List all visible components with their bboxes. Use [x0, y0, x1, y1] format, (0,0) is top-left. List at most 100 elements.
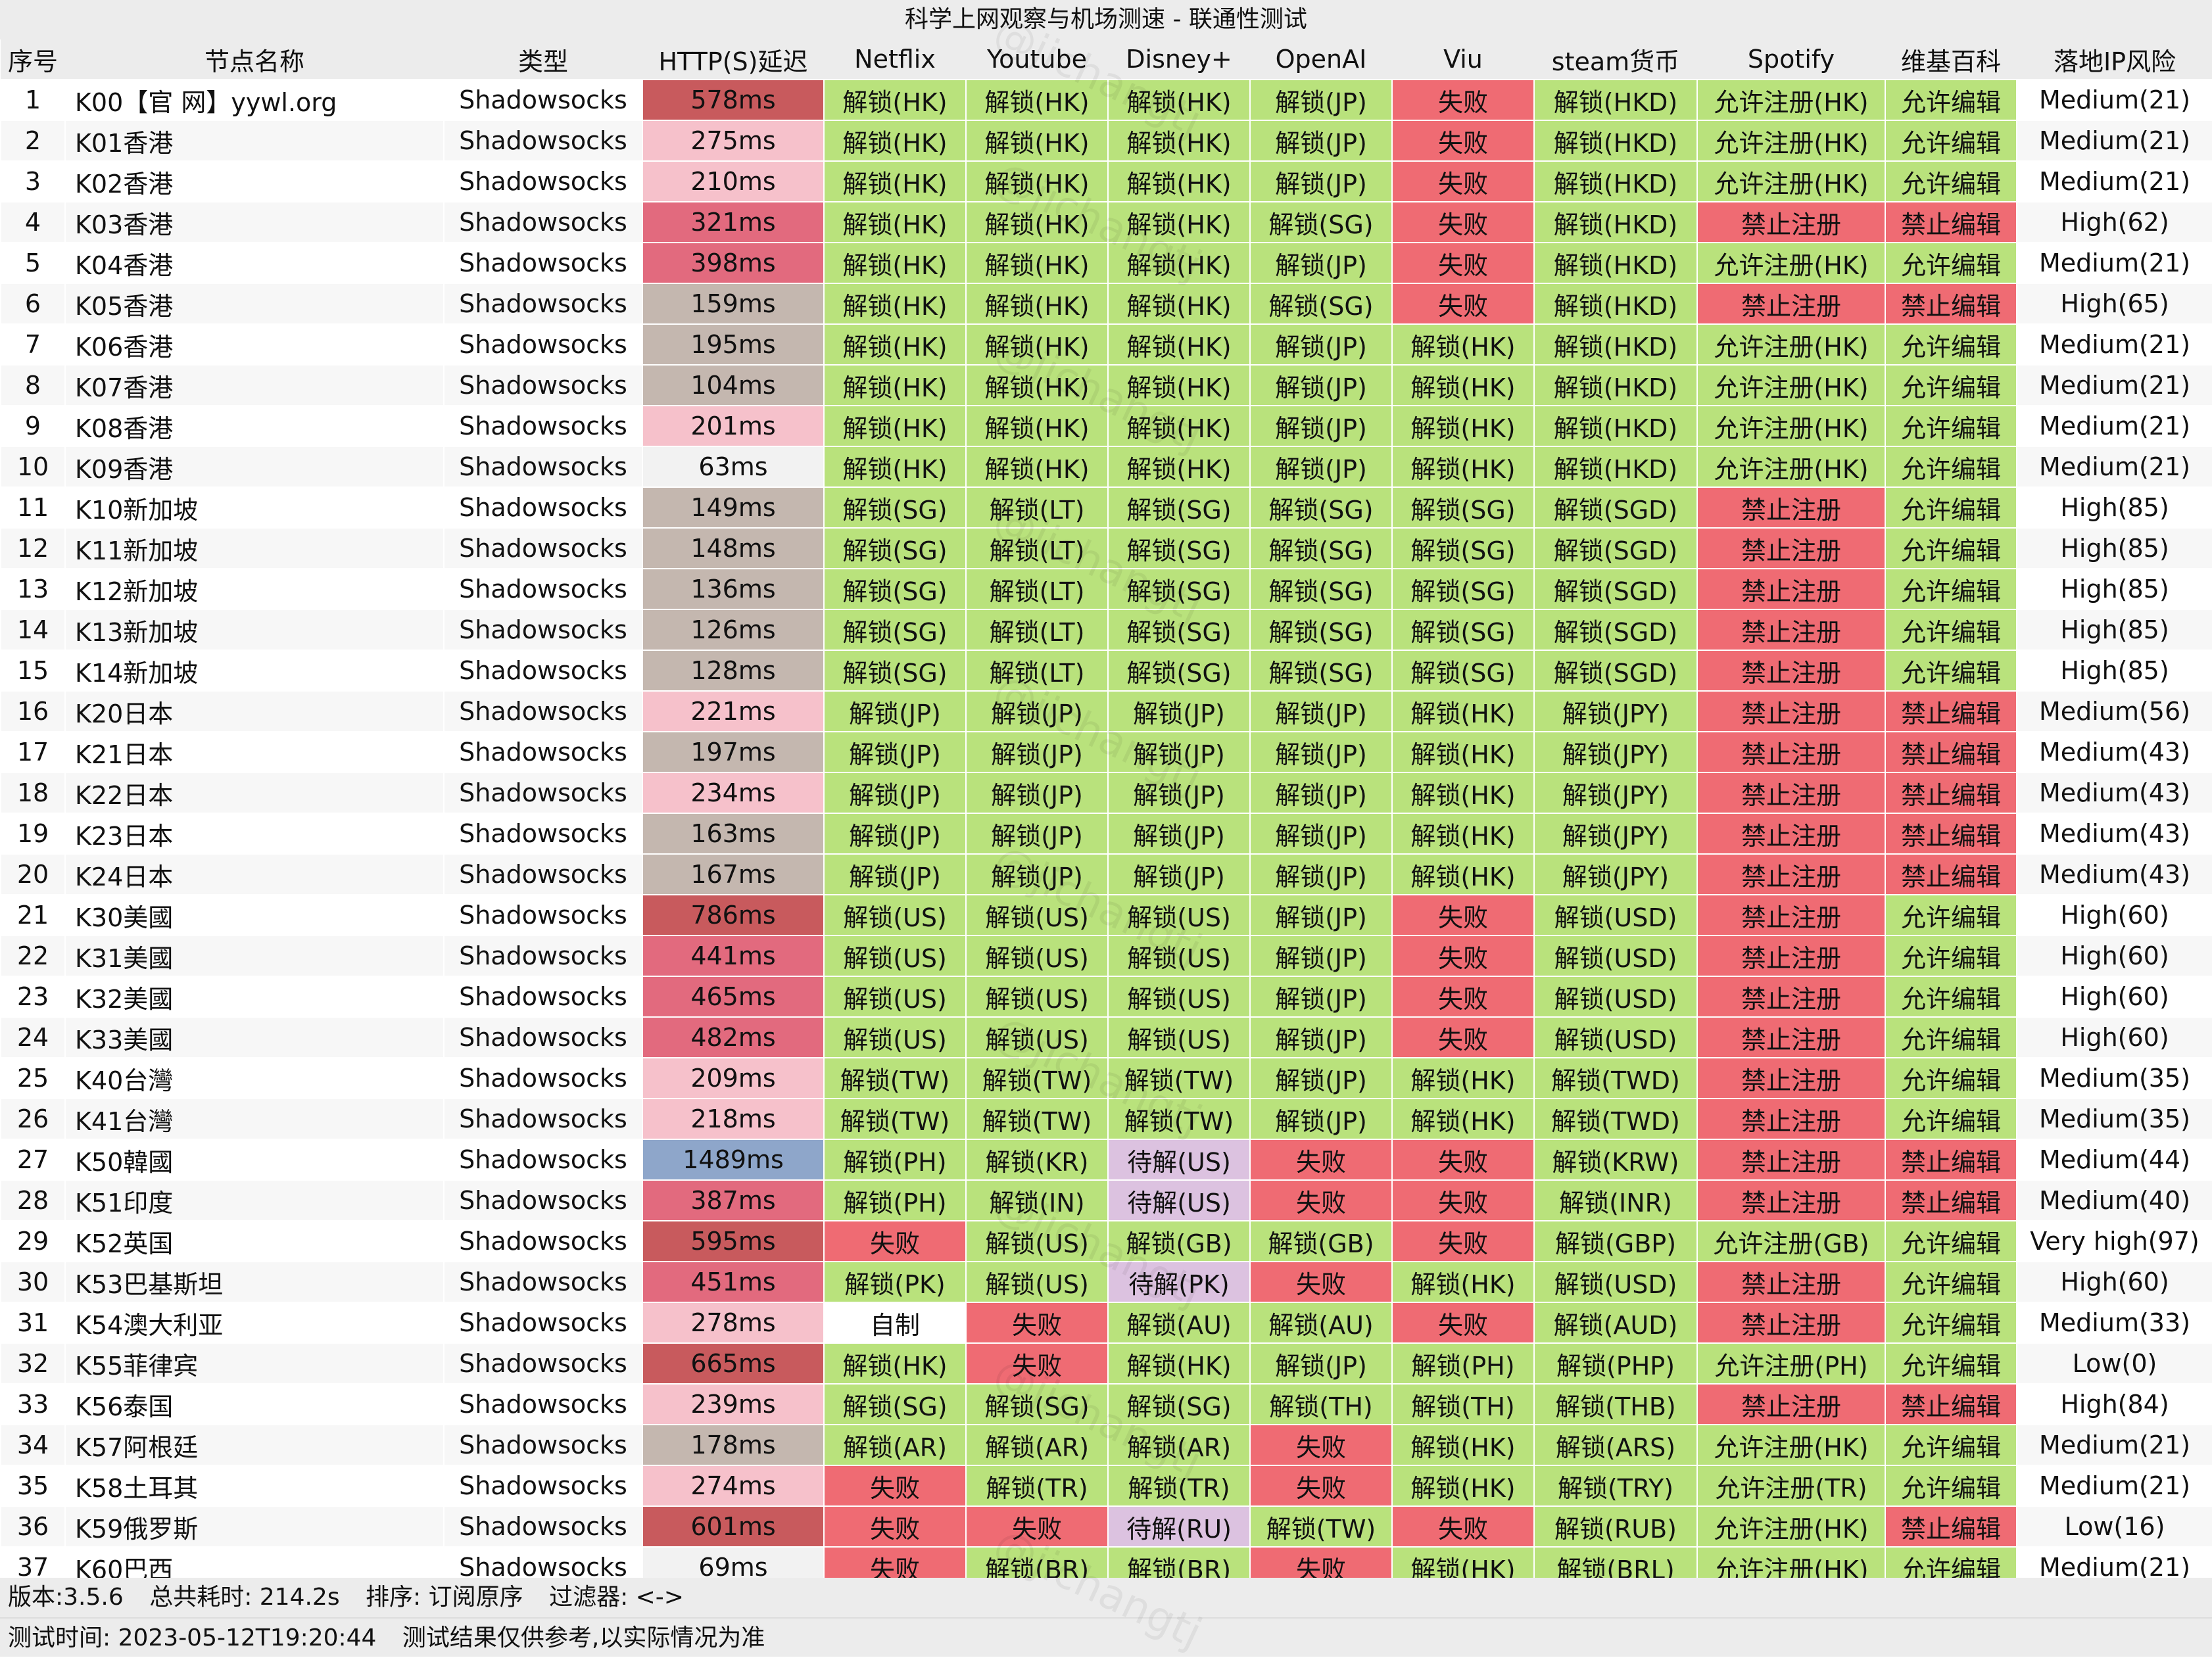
cell-spotify: 允许注册(HK): [1696, 446, 1886, 488]
cell-viu: 失败: [1391, 1139, 1535, 1181]
table-row[interactable]: 36 K59俄罗斯 Shadowsocks 601ms 失败 失败 待解(RU) 解锁(TW)…: [0, 1505, 2212, 1548]
table-row[interactable]: 18 K22日本 Shadowsocks 234ms 解锁(JP) 解锁(JP) 解锁(JP…: [0, 772, 2212, 814]
col-header-latency[interactable]: HTTP(S)延迟: [642, 39, 824, 80]
cell-youtube: 解锁(HK): [965, 120, 1109, 162]
table-row[interactable]: 27 K50韓國 Shadowsocks 1489ms 解锁(PH) 解锁(KR) 待解(U…: [0, 1139, 2212, 1181]
table-row[interactable]: 14 K13新加坡 Shadowsocks 126ms 解锁(SG) 解锁(LT) 解锁(S…: [0, 609, 2212, 651]
table-row[interactable]: 20 K24日本 Shadowsocks 167ms 解锁(JP) 解锁(JP) 解锁(JP…: [0, 853, 2212, 895]
cell-ip-risk: Medium(35): [2016, 1057, 2212, 1099]
cell-ip-risk: High(84): [2016, 1383, 2212, 1425]
cell-steam: 解锁(SGD): [1533, 486, 1698, 529]
cell-ip-risk: Medium(21): [2016, 1465, 2212, 1507]
col-header-disney[interactable]: Disney+: [1108, 39, 1250, 80]
cell-index: 6: [0, 283, 66, 325]
cell-latency: 197ms: [642, 731, 825, 773]
cell-disney: 解锁(SG): [1107, 568, 1251, 610]
cell-spotify: 禁止注册: [1696, 1179, 1886, 1221]
table-row[interactable]: 22 K31美國 Shadowsocks 441ms 解锁(US) 解锁(US) 解锁(US…: [0, 935, 2212, 977]
cell-steam: 解锁(HKD): [1533, 446, 1698, 488]
table-row[interactable]: 15 K14新加坡 Shadowsocks 128ms 解锁(SG) 解锁(LT) 解锁(S…: [0, 650, 2212, 692]
table-row[interactable]: 12 K11新加坡 Shadowsocks 148ms 解锁(SG) 解锁(LT) 解锁(S…: [0, 527, 2212, 569]
cell-viu: 失败: [1391, 120, 1535, 162]
cell-openai: 解锁(JP): [1249, 1342, 1393, 1385]
cell-latency: 149ms: [642, 486, 825, 529]
cell-latency: 221ms: [642, 690, 825, 732]
cell-youtube: 解锁(LT): [965, 568, 1109, 610]
table-row[interactable]: 26 K41台灣 Shadowsocks 218ms 解锁(TW) 解锁(TW) 解锁(TW…: [0, 1098, 2212, 1140]
cell-disney: 解锁(AR): [1107, 1424, 1251, 1466]
col-header-steam[interactable]: steam货币: [1534, 39, 1697, 80]
table-row[interactable]: 17 K21日本 Shadowsocks 197ms 解锁(JP) 解锁(JP) 解锁(JP…: [0, 731, 2212, 773]
table-row[interactable]: 33 K56泰国 Shadowsocks 239ms 解锁(SG) 解锁(SG) 解锁(SG…: [0, 1383, 2212, 1425]
table-row[interactable]: 2 K01香港 Shadowsocks 275ms 解锁(HK) 解锁(HK) 解锁(HK)…: [0, 120, 2212, 162]
table-row[interactable]: 34 K57阿根廷 Shadowsocks 178ms 解锁(AR) 解锁(AR) 解锁(A…: [0, 1424, 2212, 1466]
table-row[interactable]: 30 K53巴基斯坦 Shadowsocks 451ms 解锁(PK) 解锁(US) 待解(…: [0, 1261, 2212, 1303]
cell-index: 32: [0, 1342, 66, 1385]
cell-netflix: 解锁(JP): [823, 731, 967, 773]
col-header-netflix[interactable]: Netflix: [824, 39, 966, 80]
table-row[interactable]: 3 K02香港 Shadowsocks 210ms 解锁(HK) 解锁(HK) 解锁(HK)…: [0, 160, 2212, 202]
cell-latency: 148ms: [642, 527, 825, 569]
cell-node-name: K58土耳其: [64, 1465, 445, 1507]
cell-netflix: 解锁(HK): [823, 160, 967, 202]
table-row[interactable]: 32 K55菲律宾 Shadowsocks 665ms 解锁(HK) 失败 解锁(HK) 解锁…: [0, 1342, 2212, 1385]
table-row[interactable]: 28 K51印度 Shadowsocks 387ms 解锁(PH) 解锁(IN) 待解(US…: [0, 1179, 2212, 1221]
cell-openai: 解锁(JP): [1249, 894, 1393, 936]
table-row[interactable]: 23 K32美國 Shadowsocks 465ms 解锁(US) 解锁(US) 解锁(US…: [0, 976, 2212, 1018]
cell-wiki: 允许编辑: [1885, 160, 2017, 202]
cell-youtube: 解锁(HK): [965, 364, 1109, 406]
table-row[interactable]: 16 K20日本 Shadowsocks 221ms 解锁(JP) 解锁(JP) 解锁(JP…: [0, 690, 2212, 732]
col-header-youtube[interactable]: Youtube: [966, 39, 1108, 80]
cell-openai: 解锁(JP): [1249, 323, 1393, 366]
table-row[interactable]: 11 K10新加坡 Shadowsocks 149ms 解锁(SG) 解锁(LT) 解锁(S…: [0, 486, 2212, 529]
col-header-viu[interactable]: Viu: [1392, 39, 1534, 80]
cell-openai: 解锁(SG): [1249, 568, 1393, 610]
table-row[interactable]: 6 K05香港 Shadowsocks 159ms 解锁(HK) 解锁(HK) 解锁(HK)…: [0, 283, 2212, 325]
cell-viu: 解锁(HK): [1391, 405, 1535, 447]
cell-type: Shadowsocks: [443, 1179, 643, 1221]
cell-type: Shadowsocks: [443, 242, 643, 284]
table-row[interactable]: 5 K04香港 Shadowsocks 398ms 解锁(HK) 解锁(HK) 解锁(HK)…: [0, 242, 2212, 284]
cell-netflix: 解锁(AR): [823, 1424, 967, 1466]
cell-type: Shadowsocks: [443, 813, 643, 855]
table-row[interactable]: 29 K52英国 Shadowsocks 595ms 失败 解锁(US) 解锁(GB) 解锁(…: [0, 1220, 2212, 1262]
cell-type: Shadowsocks: [443, 650, 643, 692]
cell-latency: 665ms: [642, 1342, 825, 1385]
cell-node-name: K40台灣: [64, 1057, 445, 1099]
table-row[interactable]: 8 K07香港 Shadowsocks 104ms 解锁(HK) 解锁(HK) 解锁(HK)…: [0, 364, 2212, 406]
table-row[interactable]: 7 K06香港 Shadowsocks 195ms 解锁(HK) 解锁(HK) 解锁(HK)…: [0, 323, 2212, 366]
cell-wiki: 禁止编辑: [1885, 283, 2017, 325]
table-row[interactable]: 31 K54澳大利亚 Shadowsocks 278ms 自制 失败 解锁(AU) 解锁(AU…: [0, 1302, 2212, 1344]
col-header-index[interactable]: 序号: [1, 39, 65, 80]
table-row[interactable]: 13 K12新加坡 Shadowsocks 136ms 解锁(SG) 解锁(LT) 解锁(S…: [0, 568, 2212, 610]
cell-netflix: 解锁(US): [823, 1016, 967, 1058]
table-row[interactable]: 21 K30美國 Shadowsocks 786ms 解锁(US) 解锁(US) 解锁(US…: [0, 894, 2212, 936]
col-header-type[interactable]: 类型: [444, 39, 642, 80]
table-row[interactable]: 35 K58土耳其 Shadowsocks 274ms 失败 解锁(TR) 解锁(TR) 失败…: [0, 1465, 2212, 1507]
cell-index: 28: [0, 1179, 66, 1221]
cell-spotify: 禁止注册: [1696, 894, 1886, 936]
table-row[interactable]: 10 K09香港 Shadowsocks 63ms 解锁(HK) 解锁(HK) 解锁(HK)…: [0, 446, 2212, 488]
table-row[interactable]: 19 K23日本 Shadowsocks 163ms 解锁(JP) 解锁(JP) 解锁(JP…: [0, 813, 2212, 855]
table-row[interactable]: 1 K00【官 网】yywl.org Shadowsocks 578ms 解锁(HK) 解…: [0, 79, 2212, 121]
col-header-openai[interactable]: OpenAI: [1250, 39, 1392, 80]
cell-youtube: 解锁(HK): [965, 79, 1109, 121]
cell-wiki: 允许编辑: [1885, 242, 2017, 284]
cell-type: Shadowsocks: [443, 1302, 643, 1344]
cell-openai: 失败: [1249, 1179, 1393, 1221]
table-row[interactable]: 24 K33美國 Shadowsocks 482ms 解锁(US) 解锁(US) 解锁(US…: [0, 1016, 2212, 1058]
cell-wiki: 允许编辑: [1885, 1016, 2017, 1058]
col-header-spotify[interactable]: Spotify: [1697, 39, 1885, 80]
cell-steam: 解锁(SGD): [1533, 527, 1698, 569]
cell-spotify: 禁止注册: [1696, 1098, 1886, 1140]
cell-disney: 解锁(HK): [1107, 323, 1251, 366]
cell-ip-risk: Medium(21): [2016, 1424, 2212, 1466]
col-header-name[interactable]: 节点名称: [65, 39, 444, 80]
table-row[interactable]: 9 K08香港 Shadowsocks 201ms 解锁(HK) 解锁(HK) 解锁(HK)…: [0, 405, 2212, 447]
table-row[interactable]: 25 K40台灣 Shadowsocks 209ms 解锁(TW) 解锁(TW) 解锁(TW…: [0, 1057, 2212, 1099]
col-header-ip-risk[interactable]: 落地IP风险: [2017, 39, 2212, 80]
col-header-wiki[interactable]: 维基百科: [1885, 39, 2017, 80]
cell-viu: 解锁(HK): [1391, 1424, 1535, 1466]
cell-netflix: 解锁(JP): [823, 772, 967, 814]
table-row[interactable]: 4 K03香港 Shadowsocks 321ms 解锁(HK) 解锁(HK) 解锁(HK)…: [0, 201, 2212, 243]
